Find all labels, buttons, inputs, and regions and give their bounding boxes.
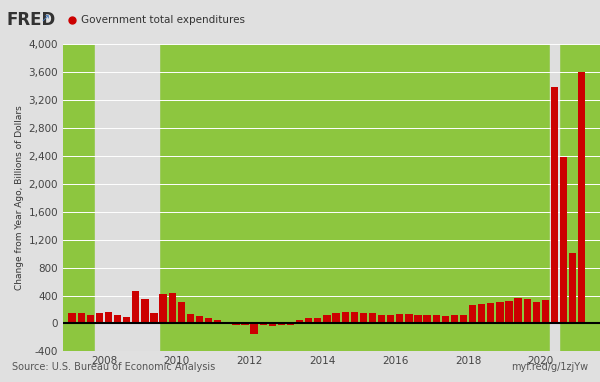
Bar (369, 313, 376, 324)
Bar (287, 324, 294, 325)
Bar (68, 313, 76, 324)
Bar (551, 87, 558, 324)
Bar (178, 302, 185, 324)
Bar (560, 157, 567, 324)
Bar (415, 315, 422, 324)
Bar (514, 298, 522, 324)
Bar (332, 312, 340, 324)
Bar (524, 299, 531, 324)
Bar (478, 304, 485, 324)
Bar (578, 72, 586, 324)
Bar (550, 44, 559, 351)
Bar (378, 315, 385, 324)
Bar (187, 314, 194, 324)
Bar (196, 317, 203, 324)
Bar (241, 324, 248, 325)
Bar (360, 313, 367, 324)
Bar (160, 294, 167, 324)
Bar (396, 314, 403, 324)
Bar (533, 302, 540, 324)
Bar (569, 253, 577, 324)
Bar (169, 293, 176, 324)
Bar (469, 304, 476, 324)
Bar (387, 316, 394, 324)
Bar (269, 324, 276, 325)
Bar (323, 315, 331, 324)
Bar (424, 315, 431, 324)
Bar (305, 318, 313, 324)
Bar (105, 312, 112, 324)
Bar (232, 324, 239, 325)
Bar (114, 316, 121, 324)
Bar (205, 318, 212, 324)
Text: Government total expenditures: Government total expenditures (81, 15, 245, 25)
Bar (214, 320, 221, 324)
Bar (151, 313, 158, 324)
Text: myf.red/g/1zjYw: myf.red/g/1zjYw (511, 362, 588, 372)
Bar (278, 324, 285, 325)
Bar (260, 324, 267, 325)
Text: ↗: ↗ (41, 15, 50, 25)
Y-axis label: Change from Year Ago, Billions of Dollars: Change from Year Ago, Billions of Dollar… (16, 105, 25, 290)
Bar (433, 315, 440, 324)
Bar (451, 316, 458, 324)
Bar (86, 315, 94, 324)
Bar (123, 317, 130, 324)
Bar (405, 314, 413, 324)
Text: FRED: FRED (6, 11, 55, 29)
Bar (496, 302, 503, 324)
Bar (442, 316, 449, 324)
Bar (132, 291, 139, 324)
Bar (314, 318, 322, 324)
Bar (542, 300, 549, 324)
Text: Source: U.S. Bureau of Economic Analysis: Source: U.S. Bureau of Economic Analysis (12, 362, 215, 372)
Bar (77, 313, 85, 324)
Bar (95, 44, 158, 351)
Bar (96, 313, 103, 324)
Bar (223, 322, 230, 324)
Bar (350, 312, 358, 324)
Bar (505, 301, 512, 324)
Bar (460, 315, 467, 324)
Bar (487, 303, 494, 324)
Bar (341, 312, 349, 324)
Bar (141, 299, 149, 324)
Bar (250, 324, 258, 334)
Bar (296, 320, 303, 324)
